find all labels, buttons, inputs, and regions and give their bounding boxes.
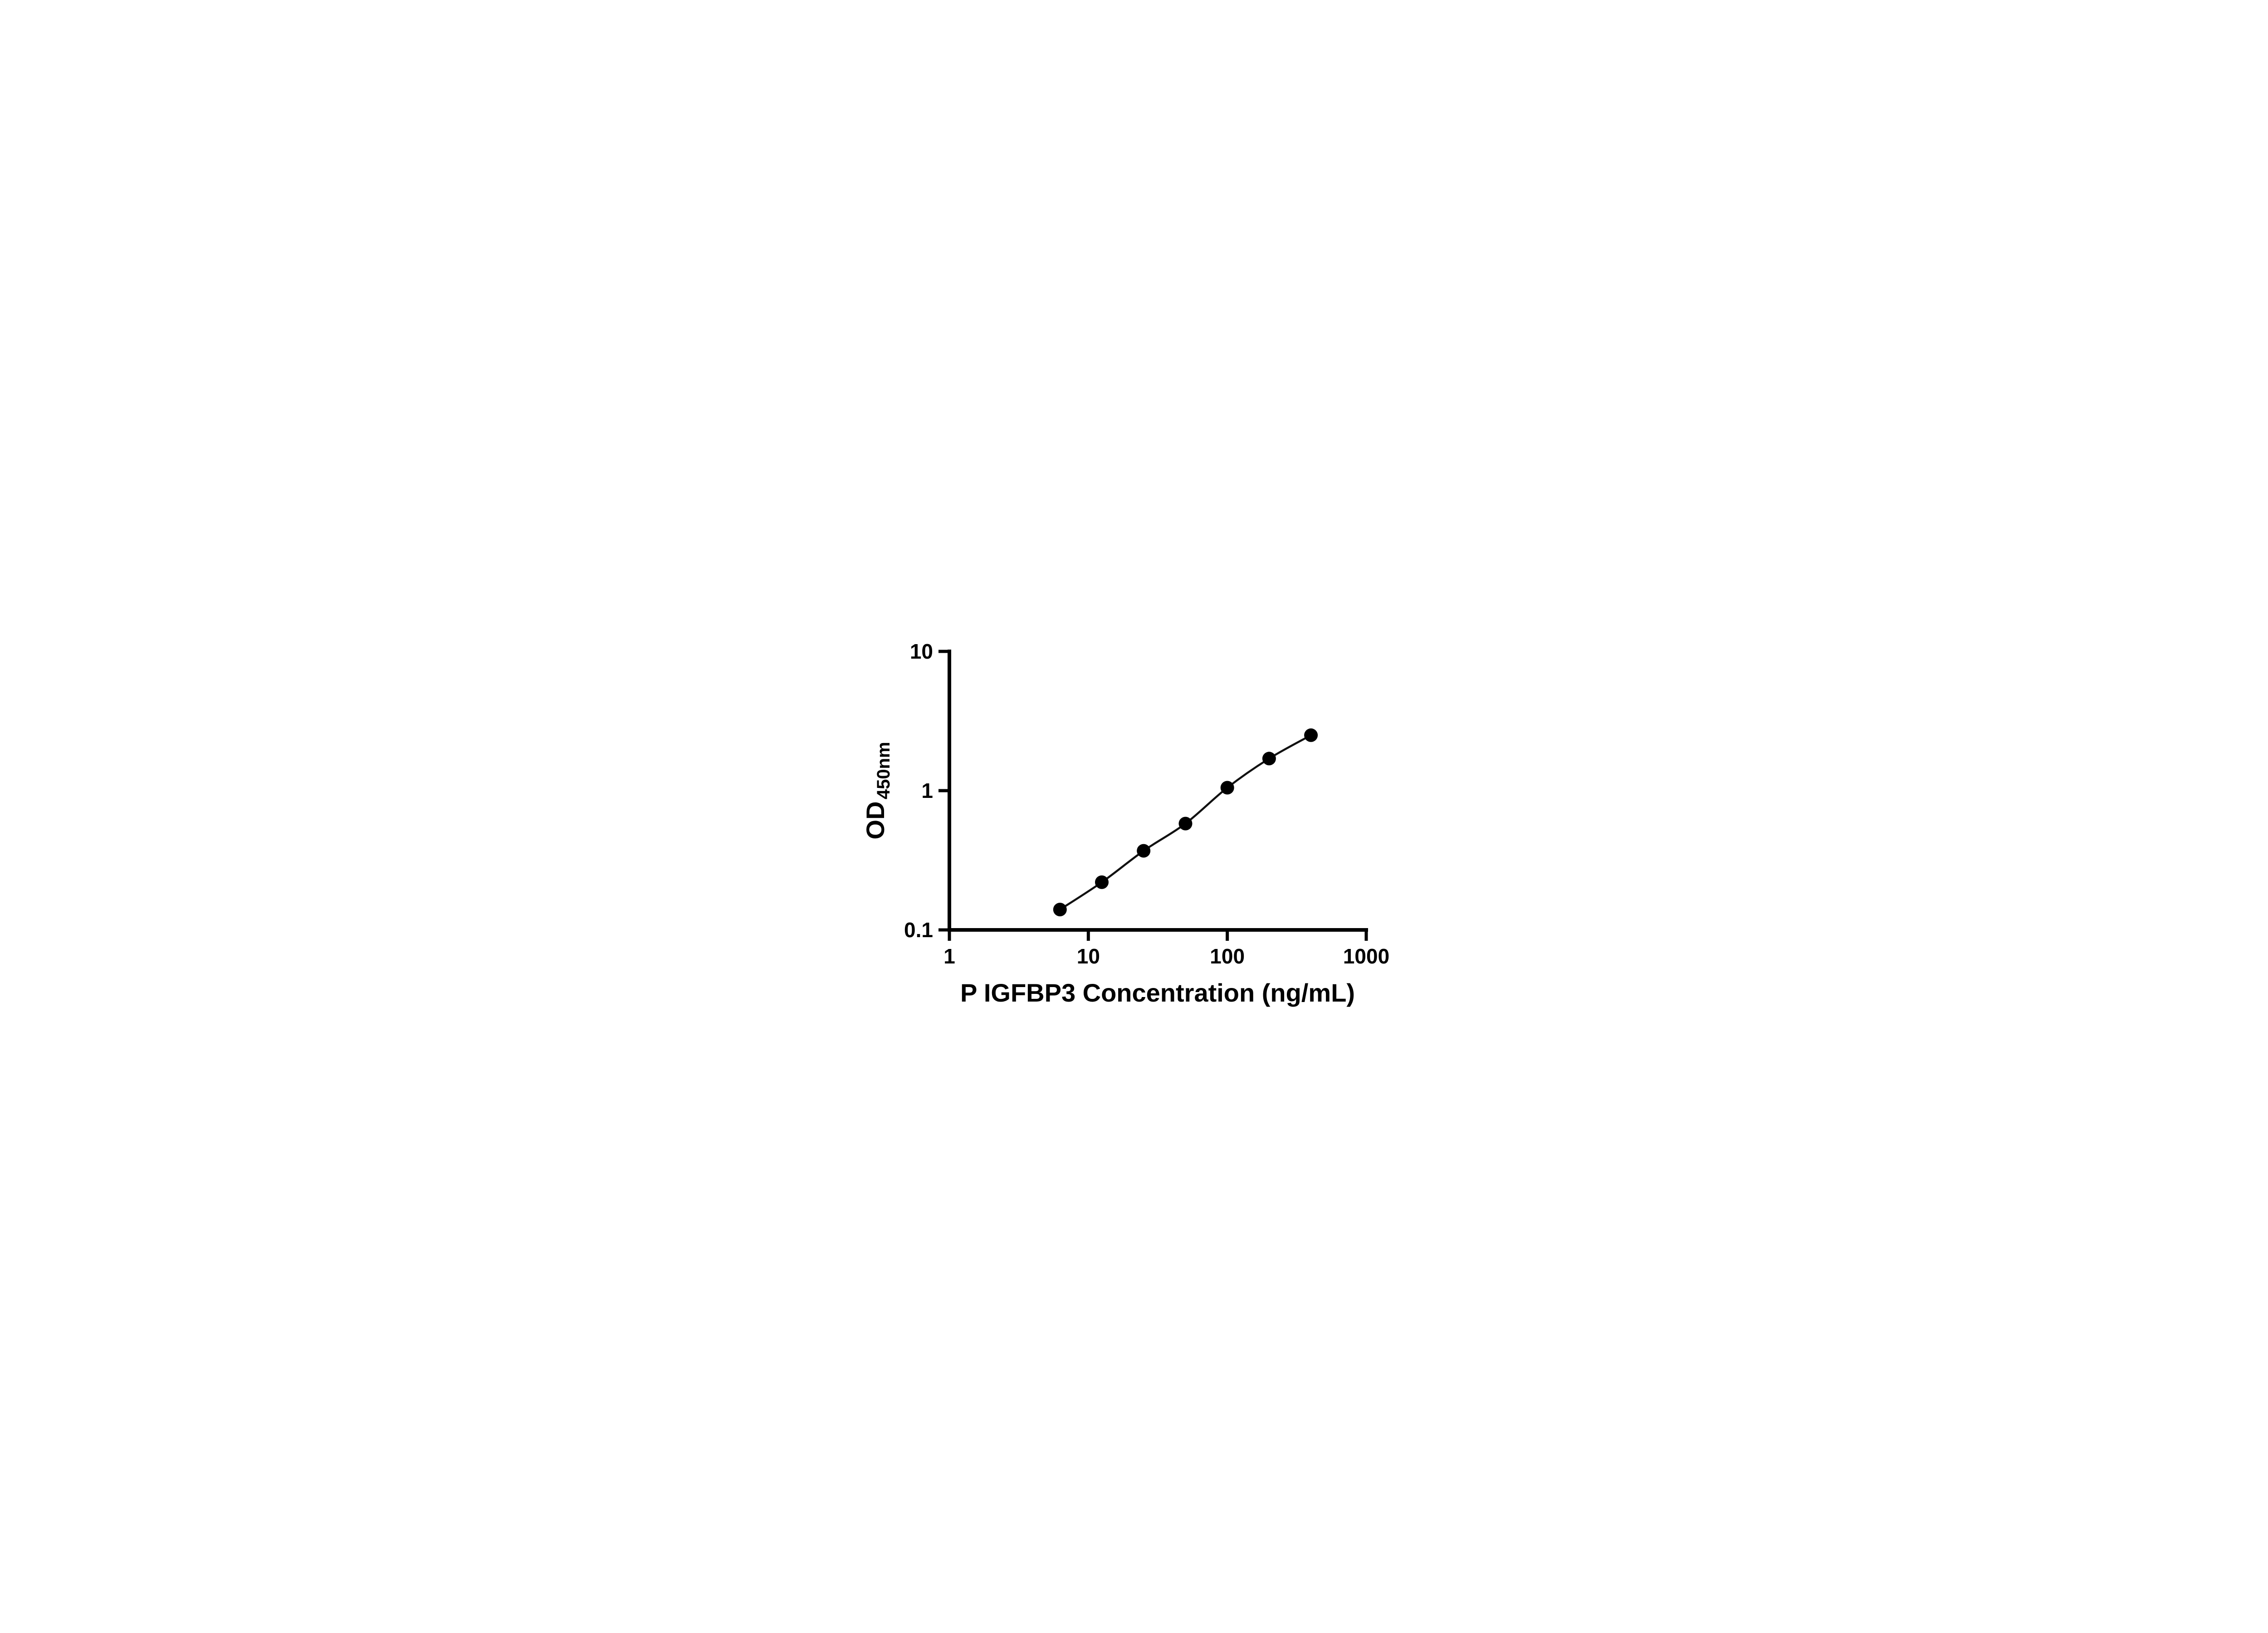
y-tick-label: 10 — [910, 640, 933, 663]
data-point — [1137, 844, 1151, 858]
y-tick-label: 0.1 — [904, 918, 933, 942]
y-axis-title-subscript: 450nm — [874, 742, 894, 799]
x-tick-label: 1000 — [1343, 944, 1389, 968]
data-point — [1053, 903, 1067, 917]
x-tick-label: 10 — [1077, 944, 1100, 968]
data-point — [1220, 781, 1234, 795]
x-axis-title: P IGFBP3 Concentration (ng/mL) — [960, 978, 1355, 1007]
x-tick-label: 100 — [1210, 944, 1245, 968]
y-axis-title-main: OD — [861, 802, 890, 840]
data-point — [1304, 728, 1318, 742]
data-point — [1178, 816, 1193, 831]
chart-canvas: 1 10 100 1000 0.1 1 10 P IGFBP3 Concentration … — [848, 612, 1420, 1021]
y-tick-label: 1 — [921, 779, 933, 802]
standard-curve-chart: 1 10 100 1000 0.1 1 10 P IGFBP3 Concentration … — [837, 601, 1431, 1032]
x-tick-label: 1 — [943, 944, 955, 968]
plot-area: 1 10 100 1000 0.1 1 10 — [904, 640, 1389, 968]
data-point — [1262, 752, 1276, 766]
data-point — [1095, 875, 1109, 889]
y-axis-title: OD 450nm — [861, 742, 894, 839]
